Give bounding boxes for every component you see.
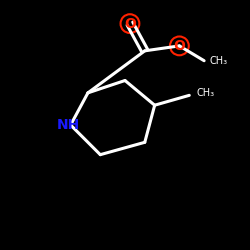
Text: CH₃: CH₃ <box>197 88 215 98</box>
Text: O: O <box>124 17 136 31</box>
Text: O: O <box>174 39 185 53</box>
Text: NH: NH <box>56 118 80 132</box>
Text: CH₃: CH₃ <box>209 56 227 66</box>
